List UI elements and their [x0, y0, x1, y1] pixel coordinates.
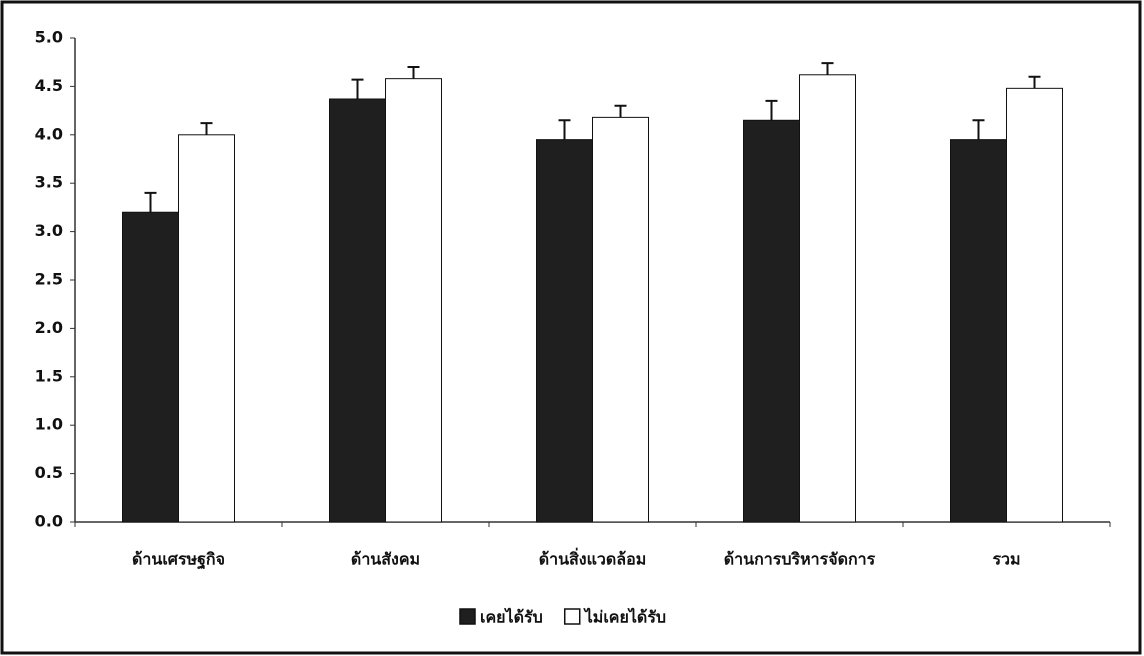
y-tick-label: 5.0 [35, 28, 63, 47]
legend-label: เคยได้รับ [480, 608, 543, 627]
y-tick-label: 0.5 [35, 463, 63, 482]
y-tick-label: 2.0 [35, 318, 63, 337]
x-tick-label: ด้านสิ่งแวดล้อม [539, 548, 647, 569]
error-bar [351, 78, 364, 99]
legend-swatch [563, 608, 581, 625]
bar [799, 74, 856, 523]
bar [385, 78, 442, 523]
y-tick-label: 1.0 [35, 415, 63, 434]
y-tick-label: 0.0 [35, 512, 63, 531]
error-bar [821, 62, 834, 75]
error-bar [614, 104, 627, 118]
y-tick-label: 3.5 [35, 173, 63, 192]
legend-swatch [459, 608, 476, 625]
error-bar [144, 191, 157, 213]
error-bar [972, 119, 985, 140]
error-bar [200, 122, 213, 135]
bar [950, 139, 1007, 523]
bar [536, 139, 593, 523]
x-tick-label: รวม [992, 550, 1020, 569]
bar [178, 134, 235, 523]
bar [122, 211, 179, 523]
bar [592, 116, 649, 523]
y-tick-label: 4.5 [35, 76, 63, 95]
y-tick-label: 1.5 [35, 366, 63, 385]
y-tick-label: 3.0 [35, 221, 63, 240]
y-tick-label: 2.5 [35, 270, 63, 289]
bar [743, 119, 800, 523]
error-bar [1028, 75, 1041, 89]
bar [1006, 87, 1063, 523]
error-bar [407, 66, 420, 79]
x-tick-label: ด้านการบริหารจัดการ [724, 550, 876, 569]
x-tick-label: ด้านสังคม [351, 550, 420, 569]
legend-label: ไม่เคยได้รับ [583, 608, 666, 627]
error-bar [558, 119, 571, 140]
y-tick-label: 4.0 [35, 124, 63, 143]
error-bar [765, 99, 778, 121]
x-tick-label: ด้านเศรษฐกิจ [132, 550, 225, 570]
bar [329, 98, 386, 523]
